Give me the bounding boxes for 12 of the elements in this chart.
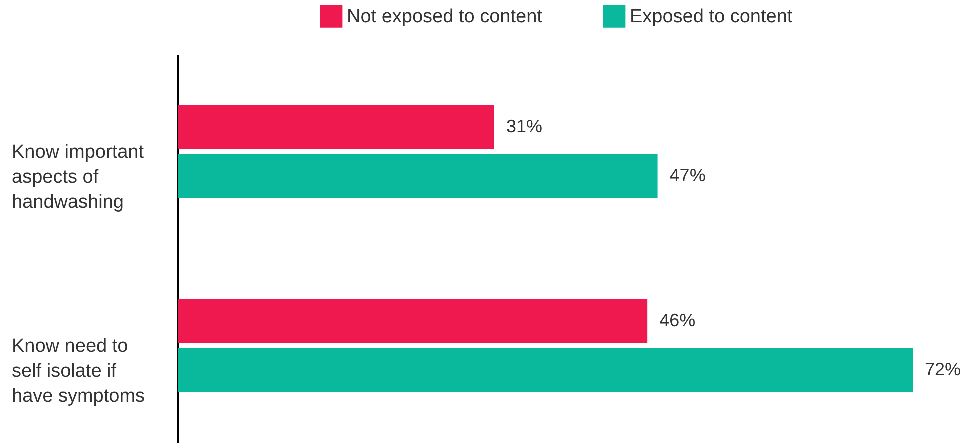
data-label: 31% <box>506 116 542 136</box>
bar <box>178 348 913 393</box>
y-tick-label: Know need to self isolate if have symptoms <box>12 336 146 407</box>
legend-label: Exposed to content <box>630 6 794 28</box>
data-label: 47% <box>670 166 706 186</box>
legend-label: Not exposed to content <box>347 6 544 28</box>
data-label: 72% <box>925 360 962 380</box>
data-label: 46% <box>660 310 696 330</box>
y-tick-label: Know important aspects of handwashing <box>12 142 145 213</box>
bar <box>178 154 658 199</box>
bar <box>178 105 494 150</box>
bar <box>178 299 648 344</box>
